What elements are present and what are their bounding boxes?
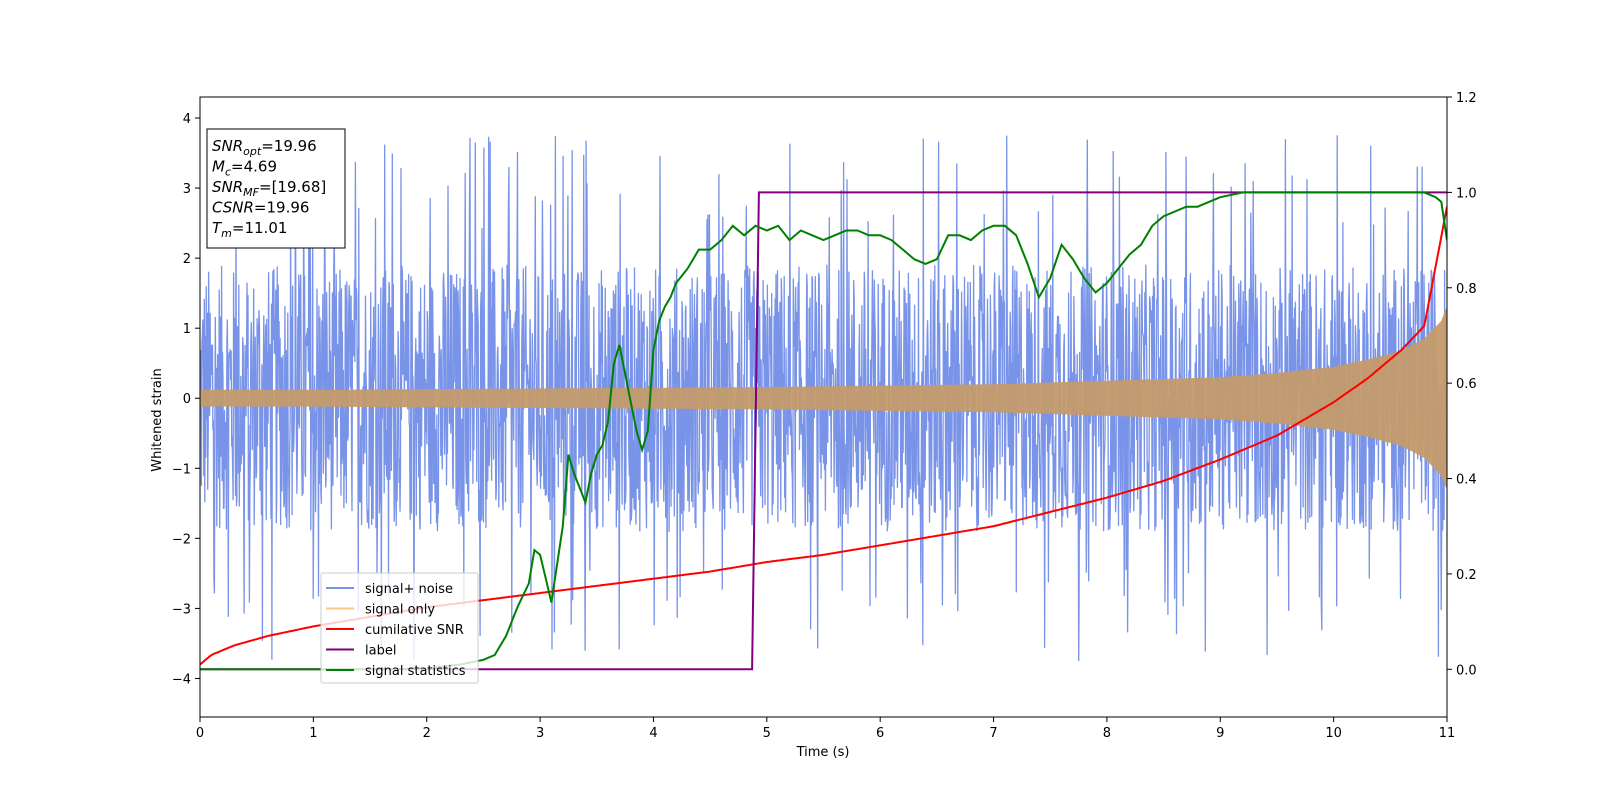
y-tick-label: 4 (183, 112, 191, 127)
x-tick-label: 5 (763, 726, 771, 741)
x-tick-label: 6 (876, 726, 884, 741)
y2-tick-label: 0.6 (1456, 377, 1477, 392)
legend-box (320, 572, 479, 684)
y-tick-label: −1 (172, 462, 191, 477)
info-box: SNRopt=19.96Mc=4.69SNRMF=[19.68]CSNR=19.… (206, 128, 346, 249)
y-tick-label: −4 (172, 672, 191, 687)
info-box-frame (206, 128, 346, 249)
y-tick-label: −3 (172, 602, 191, 617)
legend-label: signal only (365, 603, 435, 618)
info-box-line: SNRMF=[19.68] (212, 178, 326, 199)
info-box-line: Mc=4.69 (212, 158, 277, 179)
y-axis-label: Whitened strain (150, 368, 165, 471)
x-tick-label: 1 (309, 726, 317, 741)
y-tick-label: −2 (172, 532, 191, 547)
y2-tick-label: 0.8 (1456, 282, 1477, 297)
y-tick-label: 0 (183, 392, 191, 407)
x-tick-label: 2 (423, 726, 431, 741)
y2-tick-label: 0.2 (1456, 568, 1477, 583)
x-tick-label: 8 (1103, 726, 1111, 741)
legend-label: signal+ noise (365, 582, 453, 597)
x-tick-label: 0 (196, 726, 204, 741)
y-tick-label: 2 (183, 252, 191, 267)
y-tick-label: 1 (183, 322, 191, 337)
x-tick-label: 3 (536, 726, 544, 741)
y-tick-label: 3 (183, 182, 191, 197)
legend-label: label (365, 644, 396, 659)
info-box-line: Tm=11.01 (212, 219, 287, 240)
series-signal-statistics (200, 191, 1447, 671)
axes: 0 1 2 3 4 5 6 7 8 9 10 1143210−1−2−3−41.21.00.80.60… (172, 91, 1477, 741)
x-tick-label: 7 (989, 726, 997, 741)
series-signal-only (200, 307, 1447, 489)
x-tick-label: 4 (649, 726, 657, 741)
legend-label: cumilative SNR (365, 623, 464, 638)
x-tick-label: 10 (1325, 726, 1342, 741)
y2-tick-label: 1.2 (1456, 91, 1477, 106)
y2-tick-label: 0.0 (1456, 663, 1477, 678)
info-box-line: CSNR=19.96 (212, 199, 309, 217)
x-tick-label: 9 (1216, 726, 1224, 741)
legend: signal+ noise signal only cumilative SNR la… (320, 572, 479, 684)
plot-frame (199, 96, 1448, 718)
x-axis-label: Time (s) (796, 745, 850, 760)
y2-tick-label: 1.0 (1456, 186, 1477, 201)
info-box-line: SNRopt=19.96 (212, 137, 317, 158)
legend-label: signal statistics (365, 664, 466, 679)
x-tick-label: 11 (1439, 726, 1456, 741)
y2-tick-label: 0.4 (1456, 473, 1477, 488)
